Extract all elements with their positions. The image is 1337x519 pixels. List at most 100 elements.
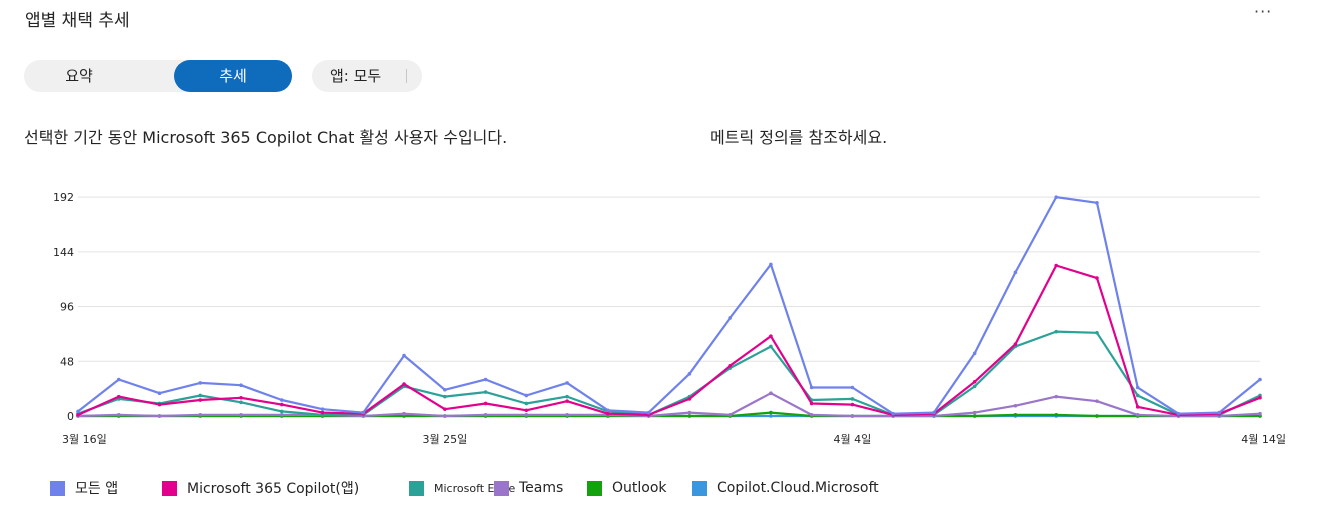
data-point-all bbox=[1054, 195, 1059, 199]
data-point-all bbox=[116, 377, 121, 382]
data-point-teams bbox=[116, 413, 121, 417]
more-options-icon[interactable]: ··· bbox=[1254, 2, 1273, 21]
data-point-m365 bbox=[320, 410, 325, 415]
data-point-m365 bbox=[116, 394, 121, 399]
x-tick-label: 4월 4일 bbox=[834, 432, 872, 446]
trend-line-chart: 0 48 96 144 192 3월 16일 3월 25일 4월 4일 4월 14일 bbox=[53, 191, 1286, 446]
data-point-teams bbox=[565, 413, 569, 417]
legend-label: Copilot.Cloud.Microsoft bbox=[717, 480, 879, 496]
data-point-m365 bbox=[198, 398, 203, 402]
legend-swatch bbox=[409, 480, 424, 496]
y-tick-label: 48 bbox=[60, 355, 74, 368]
data-point-edge bbox=[972, 384, 977, 389]
data-point-m365 bbox=[769, 334, 773, 338]
data-point-m365 bbox=[524, 408, 529, 413]
data-point-outlook bbox=[1054, 413, 1059, 417]
data-point-outlook bbox=[972, 414, 977, 418]
data-point-all bbox=[891, 411, 895, 416]
data-point-all bbox=[198, 381, 203, 385]
series-line-teams bbox=[76, 392, 1262, 418]
data-point-m365 bbox=[157, 402, 162, 407]
data-point-all bbox=[1217, 410, 1222, 415]
legend-label: Microsoft 365 Copilot(앱) bbox=[187, 481, 360, 497]
data-point-m365 bbox=[443, 407, 447, 411]
data-point-all bbox=[646, 410, 651, 415]
data-point-m365 bbox=[565, 399, 569, 403]
data-point-m365 bbox=[606, 411, 610, 416]
data-point-teams bbox=[198, 413, 203, 417]
app-filter-label: 앱: 모두 bbox=[330, 67, 382, 85]
filter-divider bbox=[406, 69, 407, 83]
data-point-m365 bbox=[809, 401, 814, 406]
app-filter-button[interactable]: 앱: 모두 bbox=[312, 60, 422, 92]
data-point-teams bbox=[1135, 413, 1140, 417]
legend-label: Teams bbox=[519, 480, 564, 496]
data-point-all bbox=[606, 408, 610, 413]
chart-description: 선택한 기간 동안 Microsoft 365 Copilot Chat 활성 … bbox=[24, 128, 508, 147]
data-point-teams bbox=[483, 413, 488, 417]
series-line-all bbox=[76, 196, 1262, 415]
data-point-edge bbox=[279, 409, 284, 414]
legend-swatch bbox=[162, 480, 177, 496]
data-point-all bbox=[809, 385, 814, 390]
data-point-m365 bbox=[1013, 342, 1018, 346]
data-point-teams bbox=[239, 413, 243, 417]
view-toggle: 요약 추세 bbox=[24, 60, 292, 92]
data-point-teams bbox=[728, 413, 732, 417]
x-tick-label: 4월 14일 bbox=[1241, 432, 1286, 446]
data-point-m365 bbox=[850, 402, 855, 407]
data-point-all bbox=[361, 410, 366, 415]
data-point-m365 bbox=[1135, 405, 1140, 409]
data-point-teams bbox=[687, 410, 692, 415]
data-point-edge bbox=[239, 400, 243, 405]
data-point-outlook bbox=[1095, 414, 1099, 418]
card-title: 앱별 채택 추세 bbox=[25, 11, 130, 31]
legend-item-teams[interactable]: Teams bbox=[494, 478, 563, 498]
data-point-m365 bbox=[402, 382, 406, 386]
y-tick-label: 192 bbox=[53, 191, 74, 204]
data-point-all bbox=[972, 351, 977, 356]
data-point-all bbox=[76, 409, 80, 414]
data-point-m365 bbox=[279, 402, 284, 407]
data-point-all bbox=[565, 381, 569, 385]
legend-swatch bbox=[494, 480, 509, 496]
data-point-m365 bbox=[972, 380, 977, 384]
trend-tab[interactable]: 추세 bbox=[174, 60, 292, 92]
data-point-edge bbox=[524, 401, 529, 406]
data-point-teams bbox=[1095, 399, 1099, 403]
data-point-all bbox=[1176, 411, 1181, 416]
data-point-all bbox=[728, 316, 732, 320]
data-point-teams bbox=[972, 410, 977, 415]
data-point-edge bbox=[565, 394, 569, 399]
data-point-teams bbox=[850, 414, 855, 418]
data-point-all bbox=[1135, 385, 1140, 390]
data-point-all bbox=[483, 377, 488, 382]
data-point-teams bbox=[402, 411, 406, 416]
legend-swatch bbox=[587, 480, 602, 496]
data-point-all bbox=[443, 387, 447, 392]
legend-item-all-apps[interactable]: 모든 앱 bbox=[50, 478, 118, 498]
legend-item-outlook[interactable]: Outlook bbox=[587, 478, 667, 498]
y-tick-label: 96 bbox=[60, 301, 74, 314]
y-tick-label: 0 bbox=[67, 410, 74, 423]
data-point-m365 bbox=[728, 364, 732, 368]
data-point-m365 bbox=[1095, 276, 1099, 280]
legend-item-m365-copilot[interactable]: Microsoft 365 Copilot(앱) bbox=[162, 478, 359, 498]
data-point-teams bbox=[157, 414, 162, 418]
summary-tab[interactable]: 요약 bbox=[65, 67, 93, 85]
data-point-m365 bbox=[1258, 395, 1262, 400]
data-point-edge bbox=[769, 344, 773, 349]
data-point-m365 bbox=[1054, 263, 1059, 268]
data-point-all bbox=[687, 372, 692, 376]
data-point-all bbox=[239, 383, 243, 388]
data-point-teams bbox=[524, 413, 529, 417]
legend-item-copilot-cloud[interactable]: Copilot.Cloud.Microsoft bbox=[692, 478, 879, 498]
metric-definition-link[interactable]: 메트릭 정의를 참조하세요. bbox=[710, 128, 888, 147]
data-point-all bbox=[850, 385, 855, 390]
data-point-edge bbox=[850, 397, 855, 401]
data-point-m365 bbox=[483, 401, 488, 406]
data-point-all bbox=[279, 398, 284, 402]
data-point-all bbox=[932, 410, 936, 415]
data-point-teams bbox=[809, 413, 814, 417]
data-point-all bbox=[320, 407, 325, 411]
